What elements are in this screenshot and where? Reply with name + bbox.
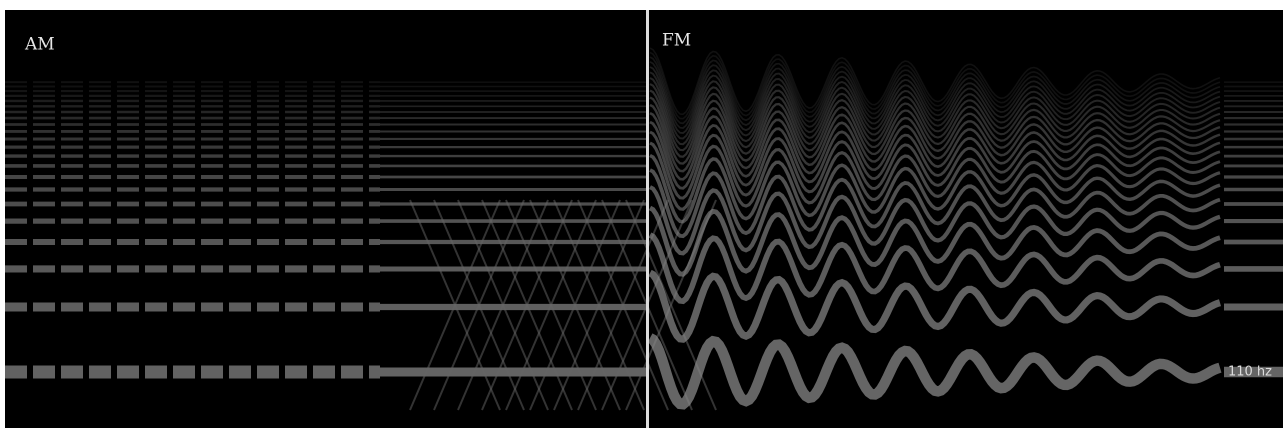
spectrogram-view: AM FM 110 hz (0, 0, 1283, 428)
am-label: AM (24, 35, 55, 55)
divider (646, 10, 649, 428)
page: AM FM 110 hz (() => { const data = JSON.… (0, 0, 1283, 428)
fm-label: FM (662, 31, 691, 51)
frequency-annotation: 110 hz (1228, 365, 1272, 380)
